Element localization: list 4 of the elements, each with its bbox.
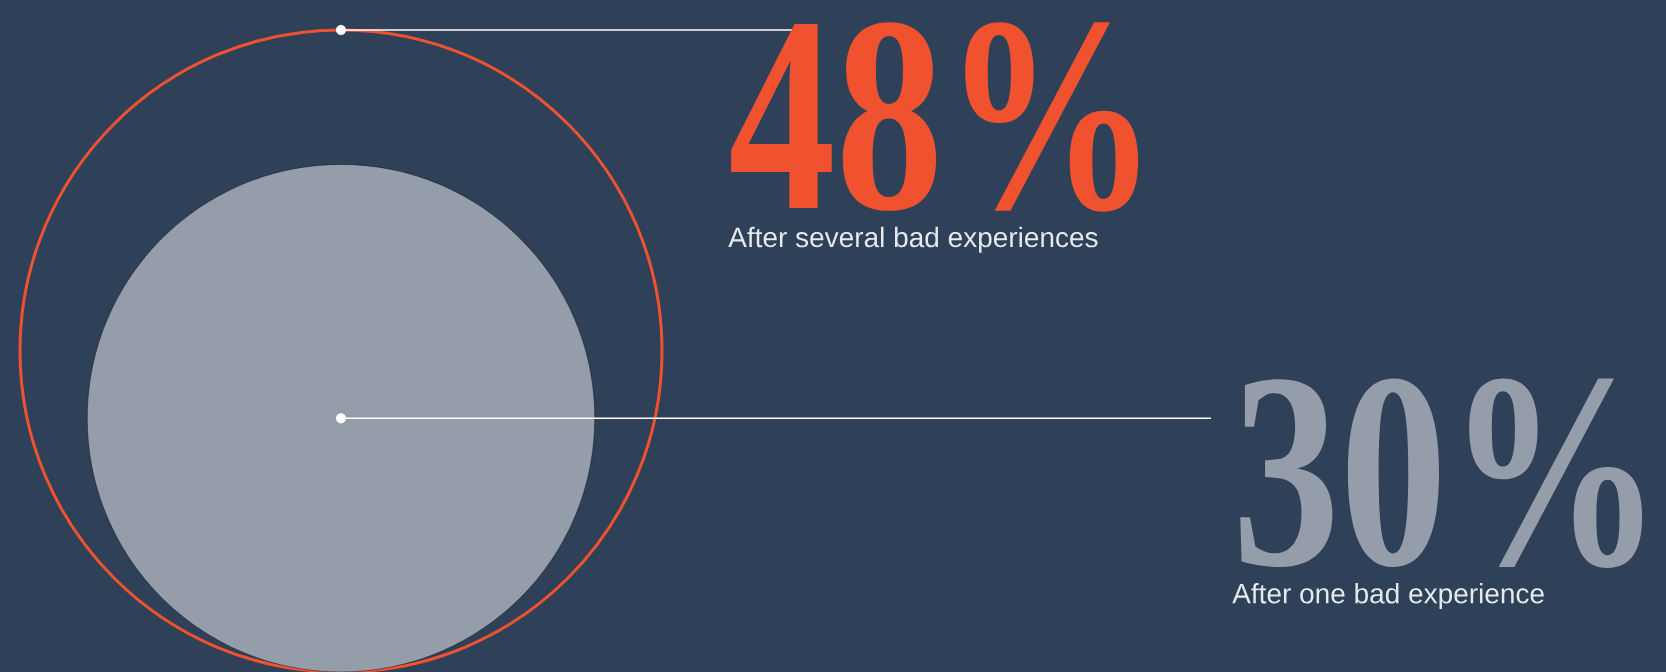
- category-label: After several bad experiences: [728, 226, 1098, 253]
- data-label: 48%: [731, 22, 1139, 212]
- category-label: After one bad experience: [1232, 582, 1544, 610]
- data-label: 30%: [1240, 378, 1643, 568]
